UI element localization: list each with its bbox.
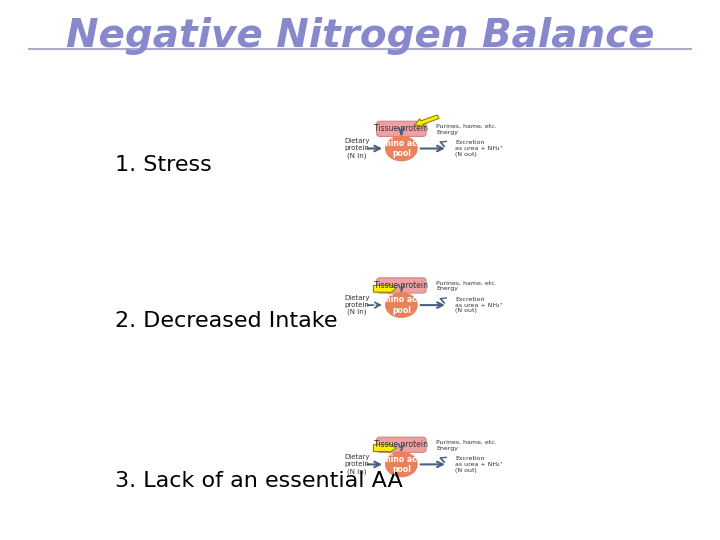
Text: Purines, hame, etc.
Energy: Purines, hame, etc. Energy <box>436 124 497 135</box>
Text: Excretion
as urea + NH₄⁺
(N out): Excretion as urea + NH₄⁺ (N out) <box>456 140 503 157</box>
FancyArrow shape <box>415 115 439 126</box>
Text: Negative Nitrogen Balance: Negative Nitrogen Balance <box>66 17 654 55</box>
Text: Dietary
protein
(N in): Dietary protein (N in) <box>344 138 369 159</box>
Text: Dietary
protein
(N in): Dietary protein (N in) <box>344 295 369 315</box>
Circle shape <box>385 292 418 318</box>
Text: 2. Decreased Intake: 2. Decreased Intake <box>115 311 338 332</box>
Text: Amino acid
pool: Amino acid pool <box>377 139 426 158</box>
FancyBboxPatch shape <box>377 437 426 453</box>
Text: Dietary
protein
(N in): Dietary protein (N in) <box>344 454 369 475</box>
Circle shape <box>385 451 418 477</box>
Text: Amino acid
pool: Amino acid pool <box>377 295 426 315</box>
FancyArrow shape <box>374 284 396 294</box>
FancyArrow shape <box>374 443 396 453</box>
Text: Tissue protein: Tissue protein <box>374 281 428 290</box>
Text: Purines, hame, etc.
Energy: Purines, hame, etc. Energy <box>436 281 497 292</box>
Text: Amino acid
pool: Amino acid pool <box>377 455 426 474</box>
Text: Excretion
as urea + NH₄⁺
(N out): Excretion as urea + NH₄⁺ (N out) <box>456 297 503 313</box>
Circle shape <box>385 136 418 161</box>
FancyBboxPatch shape <box>377 278 426 293</box>
Text: Excretion
as urea + NH₄⁺
(N out): Excretion as urea + NH₄⁺ (N out) <box>456 456 503 472</box>
Text: 3. Lack of an essential AA: 3. Lack of an essential AA <box>115 470 403 491</box>
Text: Tissue protein: Tissue protein <box>374 440 428 449</box>
Text: Tissue protein: Tissue protein <box>374 124 428 133</box>
Text: 1. Stress: 1. Stress <box>115 154 212 175</box>
FancyBboxPatch shape <box>377 122 426 137</box>
Text: Purines, hame, etc.
Energy: Purines, hame, etc. Energy <box>436 440 497 451</box>
